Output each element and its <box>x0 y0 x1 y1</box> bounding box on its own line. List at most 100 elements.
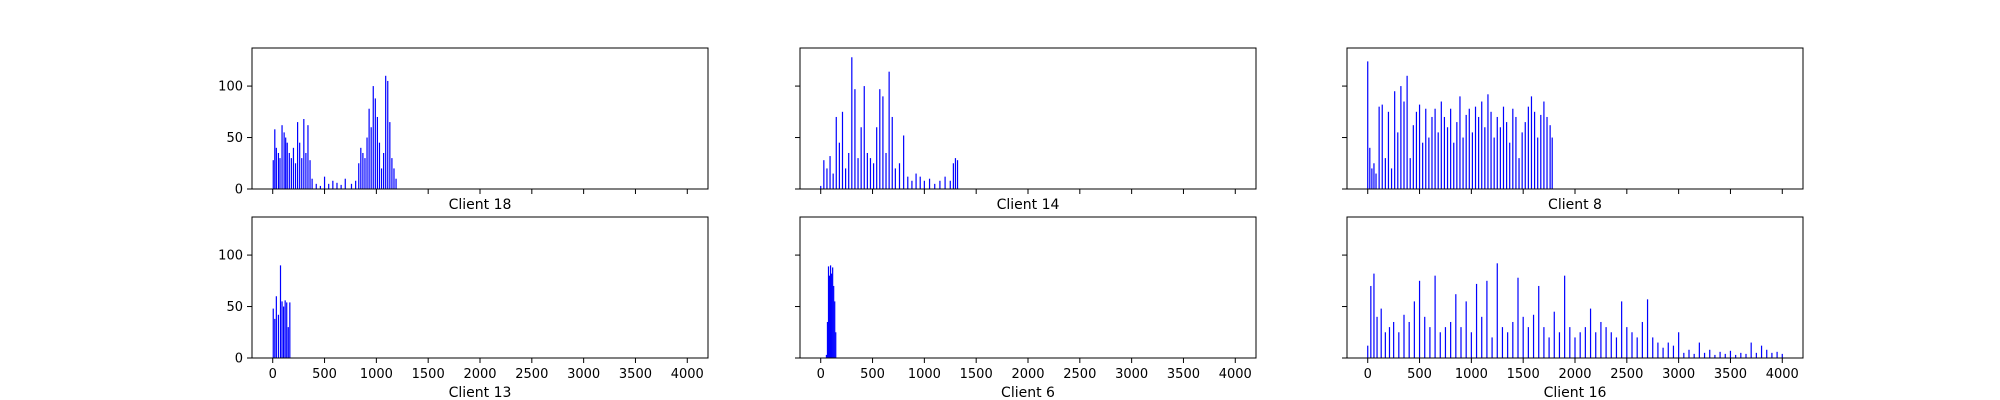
subplot-client-6: 0 500 1000 1500 2000 2500 3000 3500 4000 Client 6 <box>795 216 1257 400</box>
subplot-title: Client 18 <box>449 197 512 213</box>
bar <box>820 185 822 189</box>
bar <box>825 354 828 358</box>
y-tick-label: 100 <box>218 80 243 95</box>
bar <box>891 116 893 189</box>
x-tick-label: 4000 <box>1766 367 1799 382</box>
bar <box>1475 283 1478 358</box>
bar <box>299 142 301 189</box>
y-tick-label: 50 <box>226 300 243 315</box>
y-tick-label: 50 <box>226 131 243 146</box>
bar <box>1683 352 1685 358</box>
bar <box>928 178 931 189</box>
y-tick-label: 0 <box>235 352 243 367</box>
bar <box>1546 116 1548 189</box>
bar <box>1484 127 1486 189</box>
bar <box>1444 327 1447 358</box>
bar <box>1703 352 1706 358</box>
bar <box>1431 116 1433 189</box>
bar <box>1384 158 1386 189</box>
bar <box>1558 332 1561 358</box>
bar <box>1443 116 1446 189</box>
bar <box>1521 132 1523 189</box>
x-tick-label: 3000 <box>1662 367 1695 382</box>
axes-frame <box>251 216 709 359</box>
bar <box>1515 116 1517 189</box>
bar <box>1465 114 1467 189</box>
bar <box>1524 122 1526 189</box>
bar <box>1605 327 1607 358</box>
bar <box>1406 75 1408 189</box>
bar <box>1429 327 1431 358</box>
bar <box>286 302 288 358</box>
bar <box>1517 277 1519 358</box>
bar <box>290 158 292 189</box>
bar <box>1533 111 1536 189</box>
bar <box>1532 314 1535 358</box>
bar <box>283 306 285 358</box>
bar <box>954 158 957 189</box>
bar <box>297 122 299 189</box>
bar-series <box>825 265 837 358</box>
bar <box>1549 125 1551 189</box>
bar <box>1437 132 1439 189</box>
bar <box>1422 142 1424 189</box>
bar <box>285 137 287 189</box>
bar <box>1465 301 1467 358</box>
bar <box>1740 352 1742 358</box>
bar <box>1468 108 1470 189</box>
bar <box>823 160 825 189</box>
bar <box>831 273 833 358</box>
bar <box>277 152 280 189</box>
bar <box>939 180 941 189</box>
bar <box>374 98 376 189</box>
bar <box>1506 122 1508 189</box>
bar <box>393 168 395 189</box>
x-tick-label: 0 <box>269 367 277 382</box>
bar-series <box>1367 263 1783 358</box>
bar <box>1641 321 1643 358</box>
bar <box>274 129 276 189</box>
bar <box>1367 345 1369 358</box>
bar <box>1413 301 1415 358</box>
bar <box>1589 308 1592 358</box>
bar <box>1652 337 1654 358</box>
bar <box>370 127 372 189</box>
bar <box>385 75 387 189</box>
bar <box>1415 111 1418 189</box>
bar <box>832 267 834 358</box>
bar <box>301 158 303 189</box>
bar <box>1487 94 1489 189</box>
bar <box>1538 285 1540 358</box>
bar <box>344 178 346 189</box>
bar <box>1600 321 1602 358</box>
bar <box>387 80 389 189</box>
bar <box>1735 354 1737 358</box>
bar <box>1631 332 1633 358</box>
bar <box>395 178 397 189</box>
bar <box>1502 106 1505 189</box>
x-tick-label: 3000 <box>567 367 600 382</box>
bar <box>1584 327 1586 358</box>
bar <box>340 184 342 189</box>
bar <box>275 296 277 358</box>
bar <box>1450 321 1452 358</box>
bar <box>1543 327 1545 358</box>
bar <box>888 71 890 189</box>
axes-frame <box>1346 216 1804 359</box>
bar <box>919 176 921 189</box>
bar <box>1776 351 1778 358</box>
bar <box>827 266 830 358</box>
bar <box>1518 158 1520 189</box>
bar <box>854 89 856 189</box>
bar <box>284 300 286 358</box>
x-tick-label: 0 <box>1364 367 1372 382</box>
bar <box>1403 314 1405 358</box>
bar <box>1564 275 1566 358</box>
bar <box>366 137 368 189</box>
subplot-client-8: Client 8 <box>1342 47 1804 213</box>
bar <box>1390 168 1393 189</box>
bar <box>1412 125 1414 189</box>
bar <box>1425 108 1427 189</box>
bar <box>841 111 844 189</box>
bar <box>328 183 330 189</box>
